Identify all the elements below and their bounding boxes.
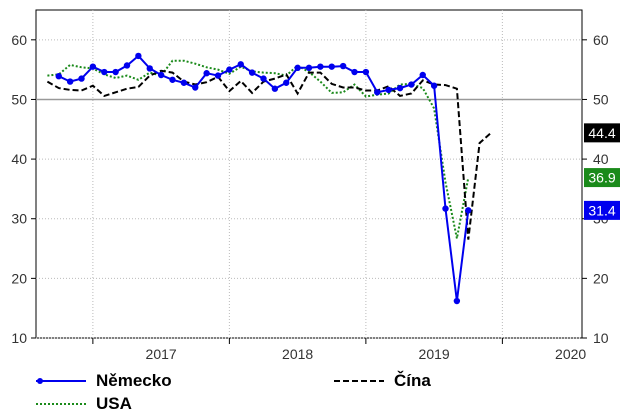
y-tick-label-right: 40 bbox=[593, 151, 609, 167]
data-point-germany bbox=[362, 68, 370, 76]
y-tick-label-right: 60 bbox=[593, 32, 609, 48]
data-point-germany bbox=[328, 63, 335, 70]
data-point-germany bbox=[408, 81, 415, 88]
y-tick-label-left: 50 bbox=[11, 91, 27, 107]
data-point-germany bbox=[465, 207, 472, 214]
data-point-germany bbox=[374, 89, 381, 96]
last-value-badge-china bbox=[584, 123, 620, 143]
y-tick-label-left: 20 bbox=[11, 270, 27, 286]
data-point-germany bbox=[294, 64, 301, 72]
data-point-germany bbox=[317, 63, 324, 70]
y-tick-label-left: 60 bbox=[11, 32, 27, 48]
data-point-germany bbox=[203, 70, 210, 77]
data-point-germany bbox=[248, 69, 256, 76]
data-point-germany bbox=[271, 85, 279, 92]
data-point-germany bbox=[89, 63, 97, 70]
data-point-germany bbox=[214, 72, 222, 79]
last-value-label-china: 44.4 bbox=[588, 125, 615, 141]
data-point-germany bbox=[305, 64, 313, 72]
data-point-germany bbox=[396, 84, 404, 92]
y-tick-label-right: 50 bbox=[593, 91, 609, 107]
data-point-germany bbox=[157, 71, 165, 79]
y-tick-label-left: 30 bbox=[11, 211, 27, 227]
data-point-germany bbox=[55, 72, 62, 80]
y-tick-label-right: 10 bbox=[593, 330, 609, 346]
legend-item-germany: Německo bbox=[36, 371, 172, 391]
data-point-germany bbox=[260, 75, 267, 82]
data-point-germany bbox=[135, 52, 142, 60]
data-point-germany bbox=[78, 75, 85, 82]
x-tick-label: 2019 bbox=[419, 346, 450, 362]
data-point-germany bbox=[385, 86, 392, 94]
data-point-germany bbox=[192, 84, 199, 91]
legend-item-usa: USA bbox=[36, 394, 132, 414]
data-point-germany bbox=[112, 68, 119, 76]
last-value-label-usa: 36.9 bbox=[588, 170, 615, 186]
data-point-germany bbox=[169, 76, 176, 83]
data-point-germany bbox=[339, 62, 347, 70]
legend-label-usa: USA bbox=[96, 394, 132, 413]
data-point-germany bbox=[180, 79, 188, 86]
legend-label-china: Čína bbox=[394, 371, 431, 390]
data-point-germany bbox=[453, 297, 461, 305]
x-tick-label: 2018 bbox=[282, 346, 313, 362]
x-tick-label: 2017 bbox=[146, 346, 177, 362]
data-point-germany bbox=[442, 205, 449, 212]
data-point-germany bbox=[419, 71, 426, 79]
legend-label-germany: Německo bbox=[96, 371, 172, 390]
plot-area bbox=[35, 9, 583, 339]
y-tick-label-right: 20 bbox=[593, 270, 609, 286]
data-point-germany bbox=[66, 78, 74, 85]
data-point-germany bbox=[101, 68, 108, 76]
series-line-china bbox=[46, 69, 492, 240]
last-value-badge-germany bbox=[584, 200, 620, 220]
data-point-germany bbox=[237, 61, 244, 68]
last-value-label-germany: 31.4 bbox=[588, 202, 615, 218]
y-tick-label-left: 10 bbox=[11, 330, 27, 346]
data-point-germany bbox=[123, 62, 131, 69]
data-point-germany bbox=[430, 82, 438, 89]
data-point-germany bbox=[226, 66, 233, 73]
data-point-germany bbox=[146, 65, 153, 72]
data-point-germany bbox=[351, 68, 358, 76]
legend-item-china: Čína bbox=[334, 371, 431, 391]
last-value-badge-usa bbox=[584, 168, 620, 188]
x-tick-label: 2020 bbox=[555, 346, 586, 362]
y-tick-label-left: 40 bbox=[11, 151, 27, 167]
series-line-germany bbox=[58, 54, 470, 302]
data-point-germany bbox=[283, 79, 290, 86]
